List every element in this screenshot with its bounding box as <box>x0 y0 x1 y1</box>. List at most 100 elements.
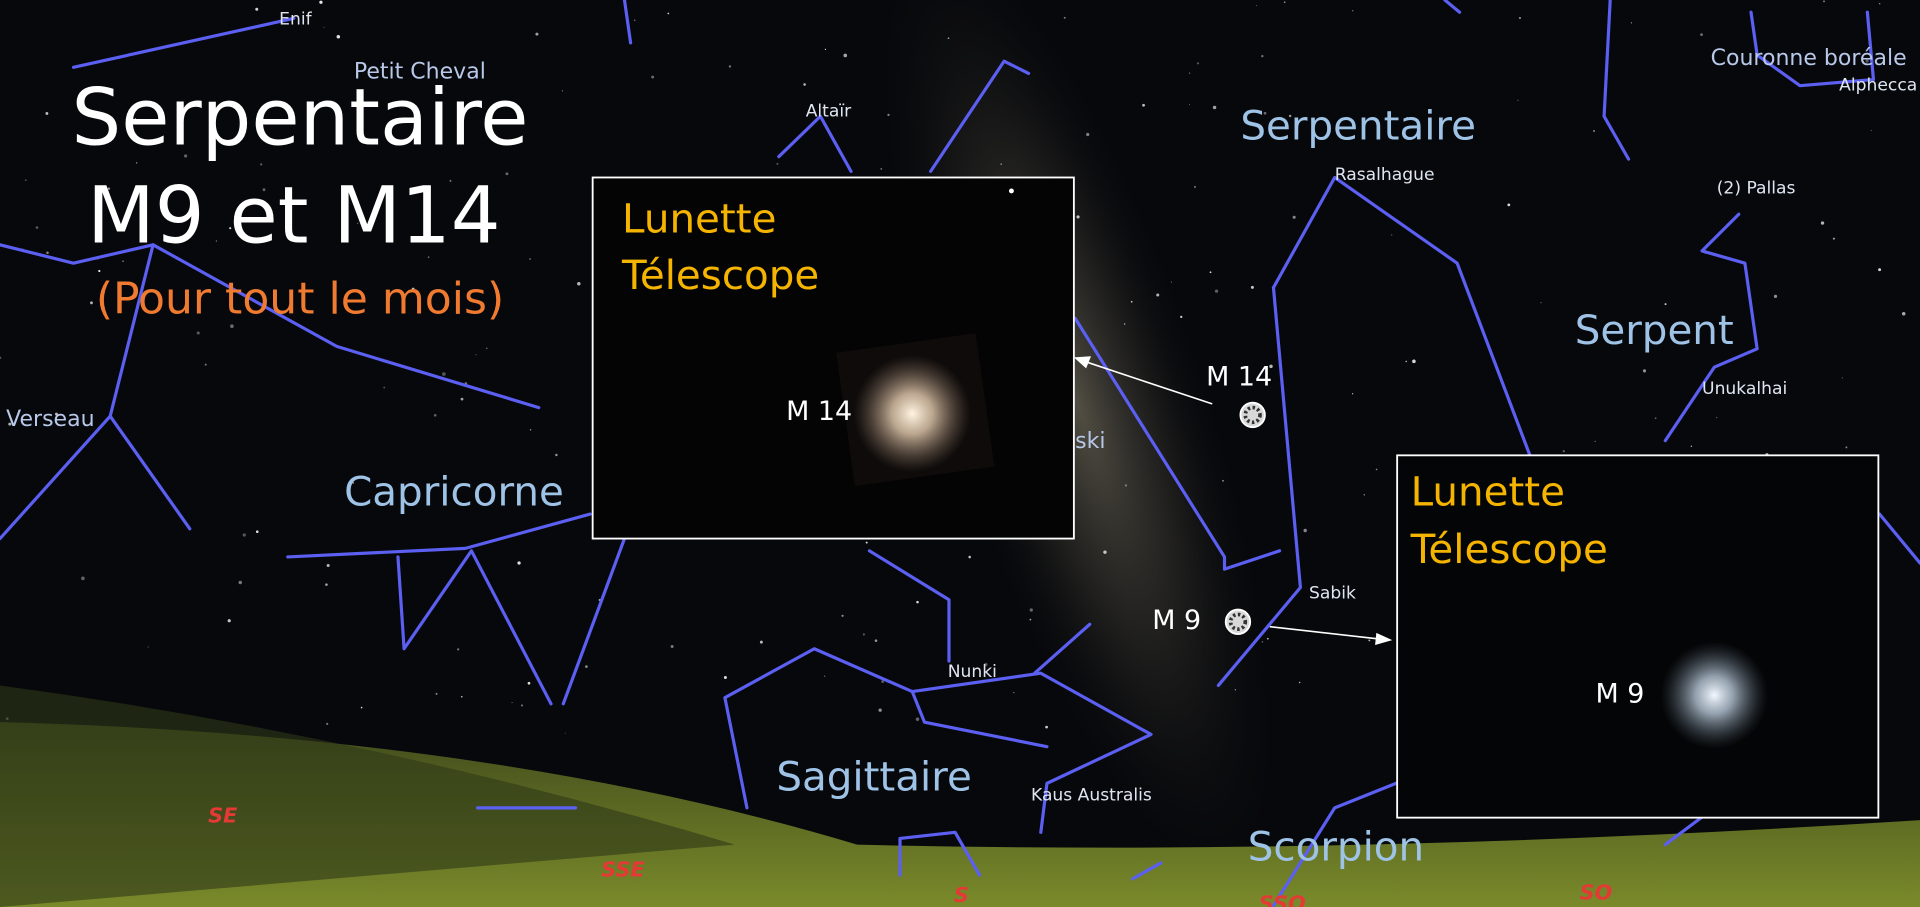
star <box>1213 106 1216 109</box>
star <box>529 258 531 260</box>
star <box>1180 316 1182 318</box>
star <box>530 429 531 430</box>
star <box>1009 188 1014 193</box>
cardinal: SSO <box>1259 892 1306 907</box>
cluster-image <box>853 355 971 473</box>
star <box>1125 484 1127 486</box>
constellation-label: Capricorne <box>344 468 564 516</box>
star <box>486 348 487 349</box>
constellation-label: Serpentaire <box>1240 102 1476 150</box>
star-label: Kaus Australis <box>1031 786 1152 806</box>
star <box>383 387 385 389</box>
star-label: Alphecca <box>1839 76 1917 96</box>
star <box>228 619 231 622</box>
star <box>1879 3 1880 4</box>
inset-label: M 9 <box>1596 679 1645 710</box>
star <box>880 168 882 170</box>
star <box>45 112 48 115</box>
star <box>1665 303 1667 305</box>
subtitle: (Pour tout le mois) <box>96 273 504 324</box>
star <box>948 37 950 39</box>
star <box>1076 215 1079 218</box>
star <box>239 581 242 584</box>
star <box>1391 234 1392 235</box>
star <box>1284 1 1286 3</box>
star <box>436 693 438 695</box>
star <box>1823 0 1825 2</box>
star <box>1821 221 1824 224</box>
star <box>1189 104 1190 105</box>
inset-m14: Lunette Télescope M 14 <box>593 177 1074 538</box>
star <box>1833 238 1835 240</box>
title-line: M9 et M14 <box>87 170 501 261</box>
star <box>1064 17 1066 19</box>
star <box>230 324 234 328</box>
star <box>326 723 328 725</box>
star <box>528 682 531 685</box>
star <box>1519 17 1521 19</box>
star <box>1643 369 1646 372</box>
star <box>916 601 919 604</box>
star-label: Altaïr <box>806 101 852 121</box>
title-line: Serpentaire <box>72 72 529 163</box>
star <box>521 704 523 706</box>
star <box>25 180 26 181</box>
star <box>517 561 520 564</box>
star <box>1405 361 1407 363</box>
star <box>916 718 919 721</box>
star <box>457 648 459 650</box>
star <box>825 49 826 50</box>
object-label: M 9 <box>1152 605 1201 636</box>
star <box>634 20 635 21</box>
star <box>1210 271 1212 273</box>
star <box>729 65 731 67</box>
star <box>1412 360 1416 364</box>
planet-label: (2) Pallas <box>1717 178 1796 198</box>
star <box>461 696 463 698</box>
star <box>1256 5 1257 6</box>
star <box>337 35 341 39</box>
star <box>1303 529 1306 532</box>
star <box>1540 302 1541 303</box>
object-label: M 14 <box>1206 362 1272 393</box>
star <box>197 332 200 335</box>
star <box>863 633 865 635</box>
cardinal: SSE <box>601 857 644 881</box>
constellation-label: Serpent <box>1575 306 1734 354</box>
star <box>1215 289 1218 292</box>
star <box>585 665 588 668</box>
constellation-label: Sagittaire <box>776 753 972 801</box>
star <box>319 1 322 4</box>
star <box>968 556 971 559</box>
star <box>760 641 763 644</box>
star <box>565 733 566 734</box>
star <box>535 33 538 36</box>
constellation-label: Petit Cheval <box>354 59 486 84</box>
star <box>1631 22 1632 23</box>
inset-caption: Télescope <box>1410 525 1608 573</box>
star <box>1691 446 1692 447</box>
star <box>442 372 446 376</box>
inset-caption: Télescope <box>621 251 819 299</box>
star <box>776 163 778 165</box>
star <box>205 364 207 366</box>
star <box>323 27 324 28</box>
constellation-label: Scorpion <box>1248 822 1424 870</box>
star <box>1045 726 1048 729</box>
star <box>843 54 847 58</box>
star <box>1368 639 1370 641</box>
star <box>1194 186 1196 188</box>
star <box>1222 480 1223 481</box>
star <box>1086 133 1089 136</box>
star <box>1299 682 1300 683</box>
star <box>148 646 149 647</box>
cardinal: SE <box>208 804 237 828</box>
star <box>1013 692 1014 693</box>
star <box>512 702 513 703</box>
star <box>1902 312 1906 316</box>
star <box>1716 417 1717 418</box>
star <box>651 76 654 79</box>
star <box>1845 446 1847 448</box>
constellation-label: Couronne boréale <box>1711 46 1907 71</box>
star <box>887 114 889 116</box>
